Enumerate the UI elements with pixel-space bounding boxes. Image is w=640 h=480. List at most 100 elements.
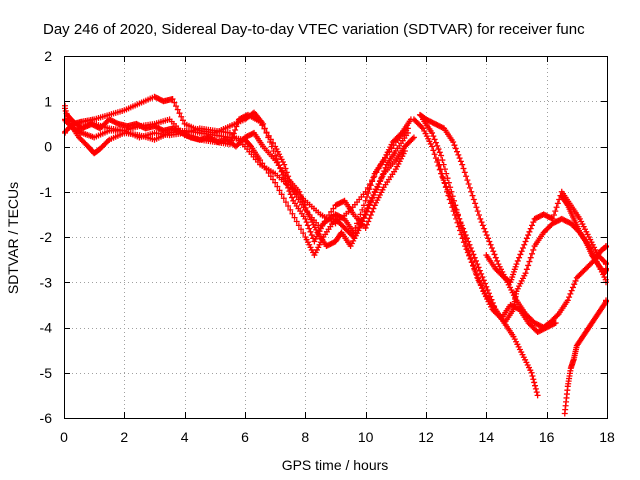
data-point xyxy=(274,183,281,190)
data-point xyxy=(456,155,463,162)
x-tick-label: 8 xyxy=(301,429,309,445)
data-point xyxy=(526,258,533,265)
data-point xyxy=(303,219,310,226)
data-point xyxy=(379,171,386,178)
data-point xyxy=(379,158,386,165)
data-point xyxy=(298,195,305,202)
data-point xyxy=(287,206,294,213)
data-point xyxy=(458,222,465,229)
data-point xyxy=(267,136,274,143)
data-point xyxy=(452,145,459,152)
data-point xyxy=(176,110,183,117)
data-point xyxy=(281,161,288,168)
data-point xyxy=(304,222,311,229)
data-point xyxy=(464,177,471,184)
data-point xyxy=(298,226,305,233)
data-point xyxy=(472,200,479,207)
data-point xyxy=(367,212,374,219)
data-point xyxy=(554,200,561,207)
data-point xyxy=(444,188,451,195)
data-point xyxy=(104,138,111,145)
data-point xyxy=(529,250,536,257)
data-point xyxy=(484,287,491,294)
data-point xyxy=(369,208,376,215)
x-axis-label: GPS time / hours xyxy=(282,457,389,473)
data-point xyxy=(377,177,384,184)
y-tick-label: 2 xyxy=(44,48,52,64)
data-point xyxy=(477,281,484,288)
data-point xyxy=(492,254,499,261)
data-point xyxy=(513,261,520,268)
data-point xyxy=(526,228,533,235)
data-point xyxy=(435,146,442,153)
data-point xyxy=(460,165,467,172)
data-point xyxy=(267,173,274,180)
data-point xyxy=(469,262,476,269)
data-point xyxy=(475,275,482,282)
data-point xyxy=(468,188,475,195)
data-point xyxy=(410,134,417,141)
data-point xyxy=(373,169,380,176)
series-track-1 xyxy=(62,102,417,259)
data-point xyxy=(478,219,485,226)
data-point xyxy=(263,129,270,136)
data-point xyxy=(518,248,525,255)
data-point xyxy=(483,283,490,290)
data-point xyxy=(381,168,388,175)
data-point xyxy=(442,184,449,191)
data-point xyxy=(460,239,467,246)
data-point xyxy=(363,193,370,200)
data-point xyxy=(388,145,395,152)
data-point xyxy=(567,290,574,297)
data-point xyxy=(478,270,485,277)
data-point xyxy=(293,218,300,225)
data-point xyxy=(378,174,385,181)
data-point xyxy=(174,106,181,113)
chart-title: Day 246 of 2020, Sidereal Day-to-day VTE… xyxy=(43,21,585,38)
data-point xyxy=(466,241,473,248)
y-tick-label: -3 xyxy=(40,274,53,290)
data-point xyxy=(530,246,537,253)
data-point xyxy=(550,212,557,219)
x-tick-label: 12 xyxy=(418,429,434,445)
data-point xyxy=(549,215,556,222)
data-point xyxy=(357,221,364,228)
data-point xyxy=(441,179,448,186)
data-point xyxy=(569,284,576,291)
data-point xyxy=(445,192,452,199)
data-point xyxy=(467,244,474,251)
data-point xyxy=(529,372,536,379)
y-tick-label: -2 xyxy=(40,229,53,245)
data-point xyxy=(302,204,309,211)
data-point xyxy=(280,195,287,202)
series-track-5 xyxy=(64,111,411,250)
data-point xyxy=(265,132,272,139)
data-point xyxy=(473,272,480,279)
data-point xyxy=(451,212,458,219)
data-point xyxy=(489,299,496,306)
y-tick-label: 1 xyxy=(44,93,52,109)
data-point xyxy=(370,205,377,212)
data-point xyxy=(404,129,411,136)
data-point xyxy=(480,277,487,284)
data-point xyxy=(552,208,559,215)
series-track-4 xyxy=(76,120,411,227)
data-point xyxy=(376,180,383,187)
data-point xyxy=(361,212,368,219)
data-point xyxy=(304,208,311,215)
data-point xyxy=(356,224,363,231)
data-point xyxy=(479,222,486,229)
data-point xyxy=(259,122,266,129)
data-point xyxy=(472,268,479,275)
data-point xyxy=(521,241,528,248)
y-tick-label: 0 xyxy=(44,139,52,155)
data-point xyxy=(533,389,540,396)
data-point xyxy=(523,266,530,273)
data-point xyxy=(572,277,579,284)
data-point xyxy=(371,173,378,180)
x-tick-label: 10 xyxy=(358,429,374,445)
series-track-10 xyxy=(483,188,609,286)
data-point xyxy=(534,392,541,399)
data-point xyxy=(528,369,535,376)
data-point xyxy=(359,206,366,213)
